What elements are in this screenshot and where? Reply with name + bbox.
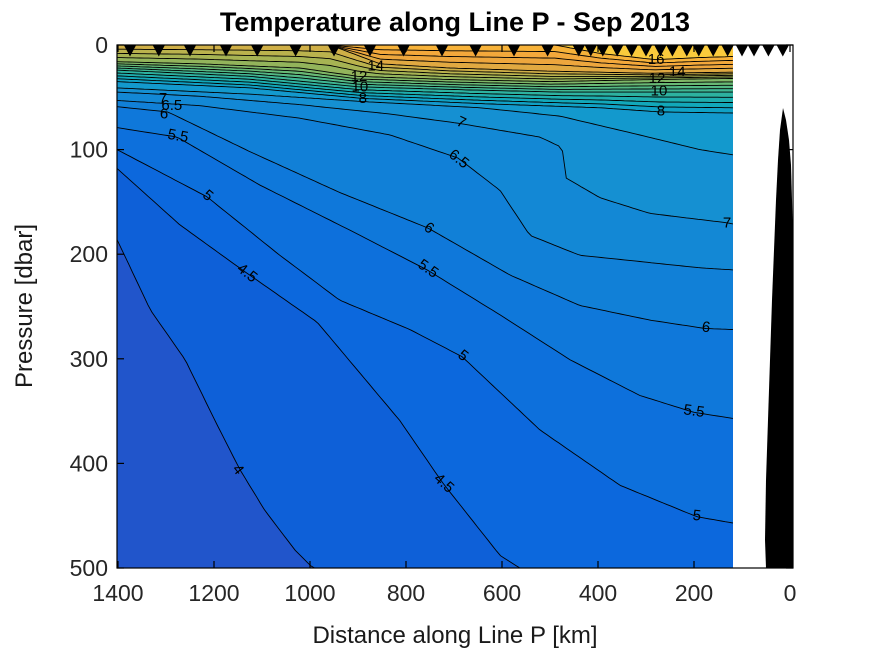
- contour-line-12.0: [117, 61, 733, 83]
- x-axis-label: Distance along Line P [km]: [312, 622, 597, 649]
- y-tick-label: 400: [70, 450, 108, 476]
- station-marker: [363, 45, 377, 57]
- contour-line-12.5: [117, 57, 733, 80]
- contour-line-7.0: [117, 91, 733, 225]
- station-marker: [435, 45, 449, 57]
- contour-label: 6: [160, 106, 168, 123]
- contour-line-14.5: [117, 45, 733, 71]
- contour-label: 12: [649, 70, 666, 87]
- station-marker: [611, 45, 624, 57]
- station-marker: [469, 45, 482, 57]
- station-marker: [747, 45, 761, 57]
- contour-line-7.5: [117, 87, 733, 156]
- station-marker: [692, 45, 705, 57]
- axes-layer: 1400 1200 1000 800 600 400 200 0 0 100 200 300 400 50…: [70, 32, 797, 606]
- contour-line-4.0: [117, 239, 733, 568]
- station-marker: [541, 45, 554, 57]
- contour-line-5.0: [117, 149, 733, 524]
- station-marker: [666, 45, 679, 57]
- contour-line-8.0: [117, 81, 733, 114]
- contour-label: 5.5: [166, 126, 189, 146]
- contour-line-15.5: [117, 45, 733, 64]
- chart-title: Temperature along Line P - Sep 2013: [220, 7, 690, 37]
- station-marker: [625, 45, 638, 57]
- contour-line-16.0: [117, 45, 733, 61]
- contour-line-14.0: [117, 45, 733, 74]
- contour-label: 10: [651, 83, 668, 100]
- station-markers-layer: [123, 45, 789, 57]
- contour-line-6.5: [117, 99, 733, 271]
- x-tick-label: 800: [387, 580, 425, 606]
- station-marker: [152, 45, 165, 57]
- x-tick-label: 1000: [284, 580, 335, 606]
- contour-label: 6: [701, 318, 712, 336]
- contour-line-10.5: [117, 67, 733, 90]
- coastline-layer: [765, 108, 793, 568]
- station-marker: [707, 45, 720, 57]
- contour-label: 5.5: [682, 401, 705, 421]
- contour-line-6.0: [117, 106, 733, 330]
- station-marker: [397, 45, 410, 57]
- contour-lines-layer: [117, 45, 733, 568]
- contour-label: 10: [352, 78, 369, 95]
- x-tick-label: 1400: [92, 580, 143, 606]
- contour-line-10.0: [117, 69, 733, 93]
- station-marker: [762, 45, 775, 57]
- station-marker: [639, 45, 653, 57]
- y-tick-label: 0: [95, 32, 108, 58]
- contour-line-13.0: [117, 52, 733, 77]
- contour-label: 6.5: [161, 97, 182, 114]
- station-marker: [219, 45, 233, 57]
- coast-silhouette: [765, 108, 793, 568]
- y-tick-label: 200: [70, 241, 108, 267]
- y-tick-label: 300: [70, 346, 108, 372]
- station-marker: [572, 45, 585, 57]
- station-marker: [680, 45, 693, 57]
- x-tick-label: 200: [675, 580, 713, 606]
- y-tick-label: 100: [70, 137, 108, 163]
- contour-line-5.5: [117, 127, 733, 419]
- station-marker: [507, 45, 521, 57]
- x-tick-label: 0: [784, 580, 797, 606]
- contour-label: 5: [692, 507, 702, 525]
- station-marker: [183, 45, 197, 57]
- x-tick-label: 600: [483, 580, 521, 606]
- contour-label: 14: [367, 57, 384, 74]
- station-marker: [584, 45, 597, 57]
- contour-label: 16: [648, 51, 665, 68]
- y-tick-label: 500: [70, 555, 108, 581]
- station-marker: [735, 45, 749, 57]
- axes-box: [116, 44, 794, 569]
- contour-line-9.0: [117, 75, 733, 103]
- contour-label: 12: [351, 68, 368, 85]
- station-marker: [596, 45, 609, 57]
- contour-label: 8: [359, 90, 367, 107]
- contour-line-15.0: [117, 45, 733, 67]
- station-marker: [654, 45, 667, 57]
- x-tick-label: 1200: [188, 580, 239, 606]
- contour-line-11.0: [117, 65, 733, 88]
- y-axis-label: Pressure [dbar]: [11, 224, 38, 388]
- contour-label: 7: [723, 214, 731, 231]
- contour-line-8.5: [117, 78, 733, 109]
- contour-line-13.5: [117, 48, 733, 76]
- station-marker: [327, 45, 341, 57]
- contour-label: 8: [657, 102, 665, 119]
- station-marker: [123, 45, 137, 57]
- x-tick-label: 400: [579, 580, 617, 606]
- contour-label: 7: [159, 90, 167, 107]
- station-marker: [251, 45, 264, 57]
- station-marker: [721, 45, 734, 57]
- contour-line-9.5: [117, 72, 733, 98]
- contour-line-11.5: [117, 63, 733, 85]
- contour-bands-layer: [117, 45, 733, 568]
- station-marker: [289, 45, 302, 57]
- station-marker: [776, 45, 789, 57]
- contour-label: 14: [669, 64, 686, 81]
- contour-line-4.5: [117, 168, 733, 568]
